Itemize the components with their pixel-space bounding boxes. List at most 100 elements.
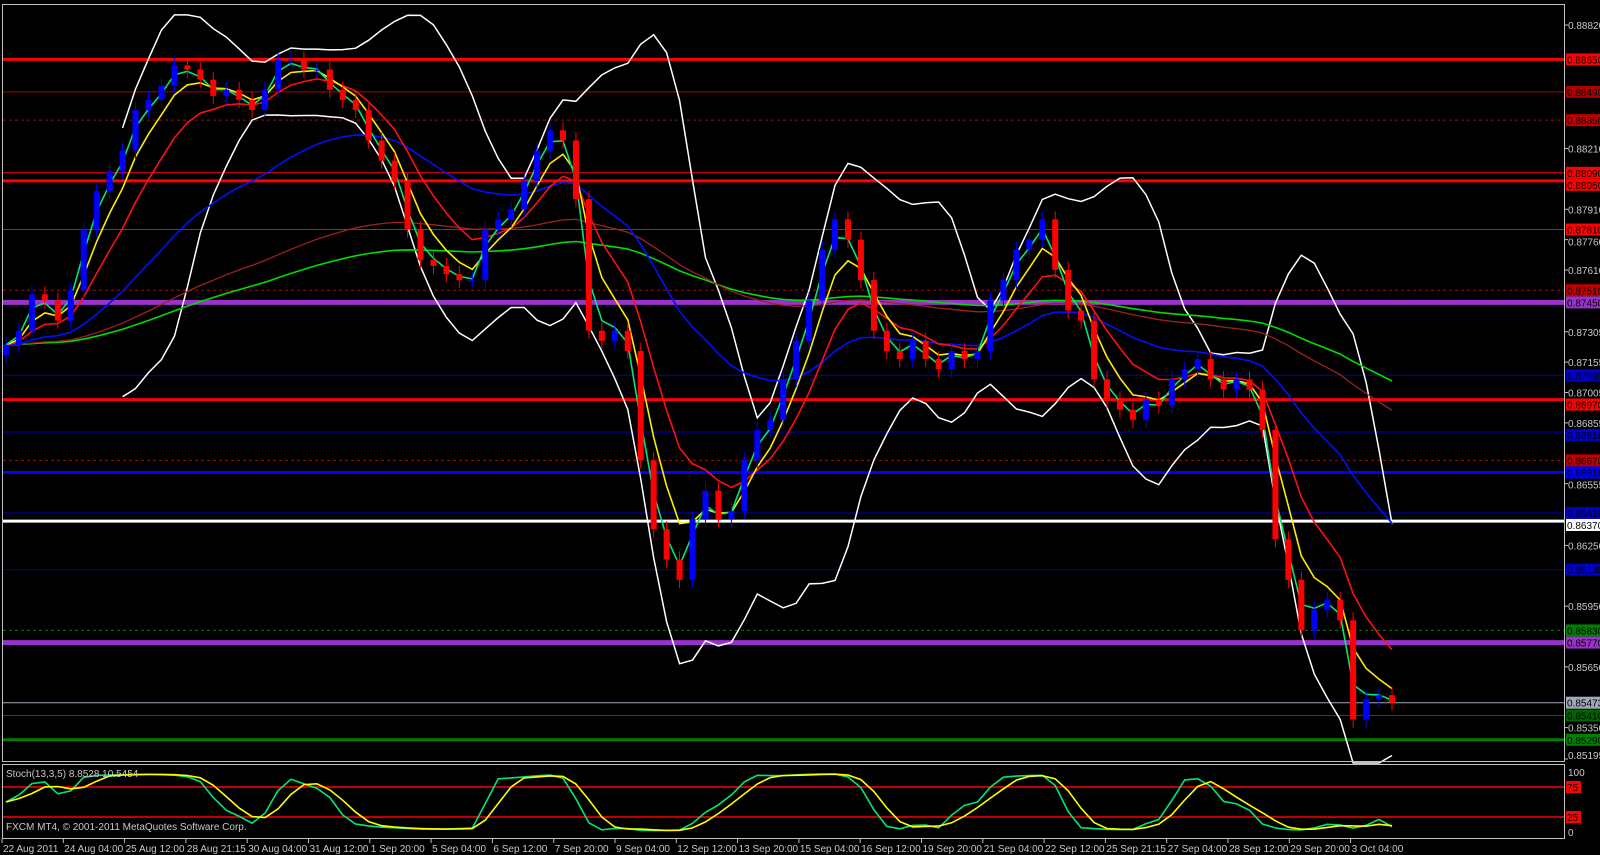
candle-body xyxy=(806,300,813,341)
level-price-label: 0.88490 xyxy=(1567,88,1600,99)
candle-body xyxy=(456,274,463,281)
candle-body xyxy=(702,490,709,520)
candle-body xyxy=(1194,359,1201,370)
candle-body xyxy=(210,79,217,96)
candle-body xyxy=(1389,695,1395,703)
level-price-label: 0.88050 xyxy=(1567,181,1600,192)
y-tick-label: 0.87005 xyxy=(1568,389,1600,400)
x-tick-label: 25 Aug 12:00 xyxy=(126,844,185,855)
candle-body xyxy=(197,69,204,80)
y-tick-label: 0.87155 xyxy=(1568,358,1600,369)
candle-body xyxy=(1155,399,1162,406)
candle-body xyxy=(313,69,320,71)
candle-body xyxy=(1350,620,1357,720)
ma-red xyxy=(5,78,1393,651)
stochastic-window: 75 25 100 0 xyxy=(3,768,1585,839)
x-tick-label: 3 Oct 04:00 xyxy=(1352,844,1404,855)
candle-body xyxy=(870,280,877,331)
candle-body xyxy=(547,130,554,151)
candle-body xyxy=(1272,429,1279,540)
y-tick-label: 0.86855 xyxy=(1568,419,1600,430)
candle-body xyxy=(987,300,994,351)
level-price-label: 0.87810 xyxy=(1567,226,1600,237)
x-tick-label: 22 Sep 12:00 xyxy=(1045,844,1105,855)
level-price-label: 0.85830 xyxy=(1567,626,1600,637)
level-price-tag xyxy=(1566,518,1600,531)
candle-body xyxy=(417,229,424,260)
candle-body xyxy=(236,89,243,100)
x-tick-label: 29 Sep 20:00 xyxy=(1290,844,1350,855)
candle-body xyxy=(1129,409,1136,420)
level-price-label: 0.86610 xyxy=(1567,468,1600,479)
candle-body xyxy=(41,294,48,301)
level-price-tag xyxy=(1566,369,1600,382)
level-price-label: 0.87510 xyxy=(1567,286,1600,297)
x-tick-label: 1 Sep 20:00 xyxy=(371,844,425,855)
level-price-label: 0.85290 xyxy=(1567,736,1600,747)
stoch-level-label: 75 xyxy=(1567,783,1579,794)
x-tick-label: 9 Sep 04:00 xyxy=(616,844,670,855)
stoch-level-tag xyxy=(1566,811,1581,823)
candle-body xyxy=(1246,379,1253,390)
candle-body xyxy=(1259,389,1266,430)
candles xyxy=(3,51,1395,728)
candle-body xyxy=(249,99,256,111)
ma-long-green xyxy=(5,240,1393,382)
level-price-tag xyxy=(1566,624,1600,637)
candle-body xyxy=(611,330,618,341)
candle-body xyxy=(67,290,74,321)
level-price-tag xyxy=(1566,696,1600,709)
candle-body xyxy=(637,350,644,461)
candle-body xyxy=(404,180,411,230)
candle-body xyxy=(287,59,294,61)
candle-body xyxy=(935,359,942,370)
level-price-label: 0.86130 xyxy=(1567,566,1600,577)
candle-body xyxy=(663,529,670,560)
stoch-level-label: 25 xyxy=(1567,813,1579,824)
candle-body xyxy=(974,350,981,360)
y-tick-label: 0.86555 xyxy=(1568,480,1600,491)
x-tick-label: 21 Sep 04:00 xyxy=(984,844,1044,855)
candle-body xyxy=(754,429,761,461)
candle-body xyxy=(1285,539,1292,580)
level-price-tag xyxy=(1566,178,1600,191)
level-price-tag xyxy=(1566,284,1600,297)
candle-body xyxy=(1207,359,1214,380)
candle-body xyxy=(1142,399,1149,420)
level-price-tag xyxy=(1566,85,1600,98)
candle-body xyxy=(896,350,903,360)
bollinger-bands xyxy=(121,14,1393,764)
x-tick-label: 13 Sep 20:00 xyxy=(739,844,799,855)
candle-body xyxy=(1116,399,1123,410)
level-price-tag xyxy=(1566,454,1600,467)
bollinger-lower xyxy=(122,114,1393,764)
y-tick-label: 0.85195 xyxy=(1568,751,1600,762)
time-axis[interactable]: 22 Aug 2011 24 Aug 04:00 25 Aug 12:00 28 Au… xyxy=(1,839,1404,855)
level-price-label: 0.88350 xyxy=(1567,116,1600,127)
x-tick-label: 5 Sep 04:00 xyxy=(432,844,486,855)
candle-body xyxy=(106,170,113,192)
candle-body xyxy=(961,350,968,360)
level-price-label: 0.86670 xyxy=(1567,456,1600,467)
candle-body xyxy=(495,219,502,230)
candle-body xyxy=(365,110,372,141)
candle-body xyxy=(80,229,87,291)
level-price-label: 0.86410 xyxy=(1567,509,1600,520)
candle-body xyxy=(922,340,929,360)
candle-body xyxy=(1311,610,1318,631)
stoch-tick-label: 0 xyxy=(1568,828,1574,839)
ma-long-darkred xyxy=(5,218,1393,411)
x-tick-label: 25 Sep 21:15 xyxy=(1106,844,1166,855)
level-price-tag xyxy=(1566,733,1600,746)
candle-body xyxy=(443,265,450,275)
level-price-label: 0.88090 xyxy=(1567,169,1600,180)
candle-body xyxy=(430,259,437,266)
x-tick-label: 19 Sep 20:00 xyxy=(923,844,983,855)
level-price-tag xyxy=(1566,466,1600,479)
